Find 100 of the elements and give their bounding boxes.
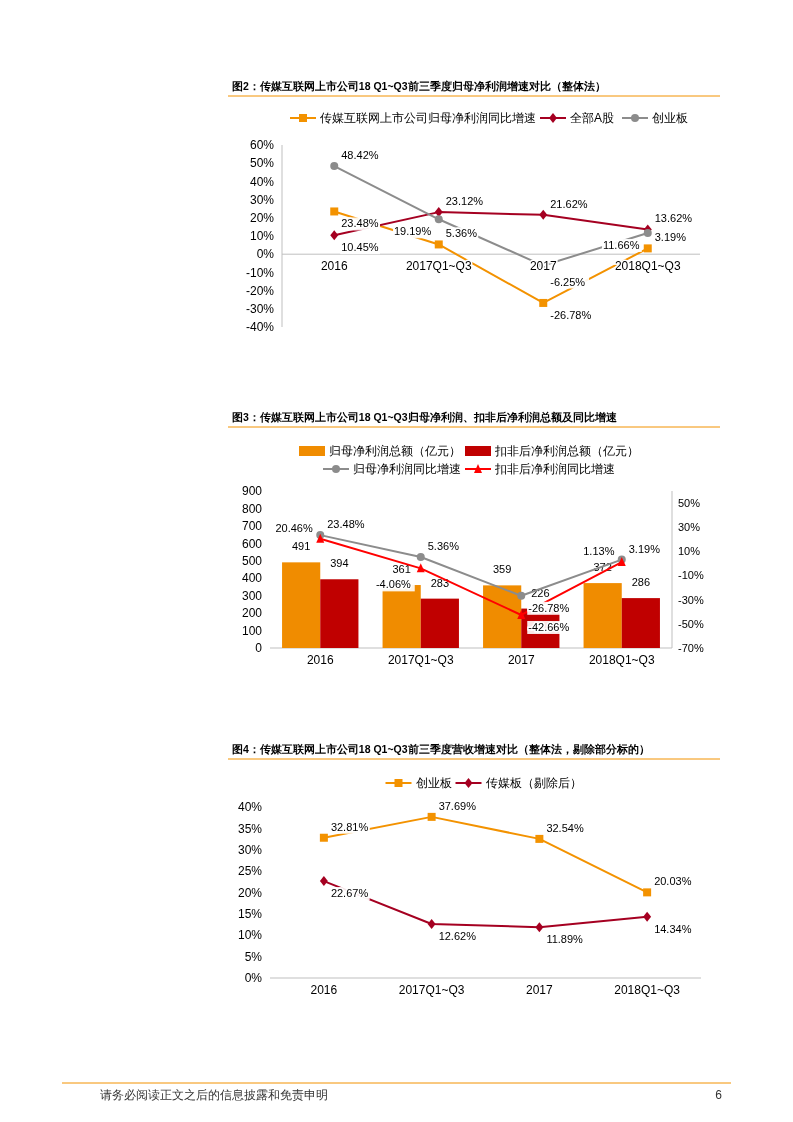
bar [621,598,660,648]
y-tick-label: -20% [245,283,275,298]
y-tick-label: 0% [244,971,263,986]
data-label: 359 [492,563,512,576]
point [427,812,436,821]
y-tick-label: 40% [249,174,275,189]
x-tick-label: 2018Q1~Q3 [588,653,655,667]
legend-label: 传媒互联网上市公司归母净利润同比增速 [320,111,536,126]
y-tick-label: 10% [249,229,275,244]
y-tick-label: 30% [237,842,263,857]
y-tick-label: 400 [241,571,263,586]
data-label: 13.62% [654,212,693,225]
y2-tick-label: 50% [678,496,701,509]
data-label: 23.12% [445,195,484,208]
y2-tick-label: -50% [678,617,704,630]
bar [282,562,321,648]
data-label: 48.42% [341,149,379,162]
y-tick-label: 5% [244,949,263,964]
x-tick-label: 2017Q1~Q3 [398,983,465,997]
y-tick-label: 600 [241,536,263,551]
y-tick-label: 15% [237,907,263,922]
y-tick-label: 20% [249,211,275,225]
chart-title: 图4：传媒互联网上市公司18 Q1~Q3前三季度营收增速对比（整体法，剔除部分标的） [232,742,650,756]
legend-label: 扣非后净利润总额（亿元） [494,444,639,459]
bar [483,585,522,648]
y2-tick-label: 30% [678,521,701,534]
data-label: 12.62% [438,930,477,943]
data-label: 11.89% [546,933,584,946]
data-label: 1.13% [583,545,615,558]
x-tick-label: 2017Q1~Q3 [405,259,472,274]
data-label: 32.54% [546,821,584,834]
bar [320,579,359,648]
point [517,609,526,619]
y-tick-label: -10% [245,265,275,280]
data-label: 11.66% [602,238,640,251]
data-label: 394 [330,557,349,570]
y-tick-label: 60% [249,138,275,153]
data-label: 21.62% [550,197,588,210]
y-tick-label: 800 [241,501,263,516]
x-tick-label: 2016 [320,259,348,274]
point [427,919,436,930]
data-label: 32.81% [330,820,369,833]
x-tick-label: 2017 [507,653,535,667]
point [330,162,339,171]
point [434,240,443,249]
data-label: 3.19% [628,542,661,555]
x-tick-label: 2016 [310,983,338,997]
x-tick-label: 2016 [306,653,334,667]
x-tick-label: 2017Q1~Q3 [387,653,454,667]
data-label: 5.36% [445,227,478,240]
y-tick-label: 10% [237,928,263,943]
y2-tick-label: 10% [678,545,701,558]
data-label: 14.34% [654,922,692,935]
data-label: 491 [291,540,311,553]
point [517,591,526,600]
legend-label: 归母净利润同比增速 [353,462,461,477]
y-tick-label: 50% [249,156,275,171]
point [535,922,544,933]
y2-tick-label: -70% [678,641,704,654]
point [330,230,339,241]
y-tick-label: 200 [241,606,263,621]
data-label: 22.67% [330,887,369,900]
data-label: 19.19% [393,225,432,238]
data-label: 10.45% [341,241,379,254]
point [643,911,652,922]
bar [420,598,459,648]
point [319,876,328,887]
text: 请务必阅读正文之后的信息披露和免责申明 [100,1088,328,1103]
y-tick-label: 100 [241,623,263,638]
point [434,215,443,224]
point [643,228,652,237]
data-label: 5.36% [427,539,460,552]
y-tick-label: 30% [249,192,275,207]
legend-label: 归母净利润总额（亿元） [329,444,461,459]
x-tick-label: 2018Q1~Q3 [614,983,681,997]
legend-label: 全部A股 [570,111,615,126]
data-label: 23.48% [341,217,379,230]
chart-title: 图2：传媒互联网上市公司18 Q1~Q3前三季度归母净利润增速对比（整体法） [232,79,606,93]
y-tick-label: 25% [237,864,263,879]
y-tick-label: 900 [241,484,263,499]
legend-label: 创业板 [652,111,688,126]
y-tick-label: -30% [245,302,275,316]
y-tick-label: 0% [256,247,275,262]
y-tick-label: 300 [241,588,263,603]
point [416,552,425,561]
data-label: 20.46% [275,521,313,534]
point [539,298,548,307]
text: 6 [715,1088,723,1103]
data-label: -4.06% [375,578,412,591]
data-label: 20.03% [654,875,692,888]
y-tick-label: -40% [245,320,275,335]
y-tick-label: 0 [255,641,263,656]
point [535,834,544,843]
data-label: 37.69% [438,799,477,812]
legend-label: 创业板 [415,776,452,791]
legend-label: 扣非后净利润同比增速 [494,462,615,477]
chart-title: 图3：传媒互联网上市公司18 Q1~Q3归母净利润、扣非后净利润总额及同比增速 [232,410,618,423]
data-label: -26.78% [550,308,592,321]
y2-tick-label: -30% [678,593,704,606]
data-label: -26.78% [528,601,570,614]
